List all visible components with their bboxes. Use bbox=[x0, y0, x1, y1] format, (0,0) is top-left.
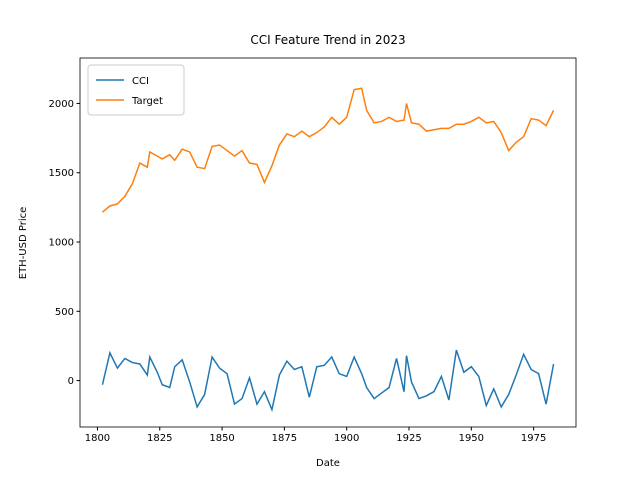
x-axis-label: Date bbox=[316, 458, 340, 469]
y-axis-label: ETH-USD Price bbox=[18, 207, 29, 280]
x-tick-label: 1925 bbox=[396, 433, 421, 444]
x-tick-label: 1975 bbox=[521, 433, 546, 444]
x-tick-label: 1900 bbox=[334, 433, 359, 444]
y-tick-label: 0 bbox=[68, 376, 74, 387]
y-tick-label: 500 bbox=[55, 307, 74, 318]
x-tick-label: 1950 bbox=[459, 433, 484, 444]
plot-frame bbox=[79, 57, 577, 428]
legend-label: Target bbox=[131, 96, 163, 107]
chart-title: CCI Feature Trend in 2023 bbox=[250, 33, 405, 47]
y-tick-label: 1000 bbox=[49, 238, 74, 249]
legend-label: CCI bbox=[132, 76, 149, 87]
x-tick-label: 1800 bbox=[85, 433, 110, 444]
x-tick-label: 1850 bbox=[209, 433, 234, 444]
x-tick-label: 1875 bbox=[272, 433, 297, 444]
y-tick-label: 1500 bbox=[49, 168, 74, 179]
y-tick-label: 2000 bbox=[49, 99, 74, 110]
line-series bbox=[101, 87, 555, 213]
legend-box bbox=[87, 64, 185, 116]
x-tick-label: 1825 bbox=[147, 433, 172, 444]
line-series bbox=[101, 349, 555, 413]
